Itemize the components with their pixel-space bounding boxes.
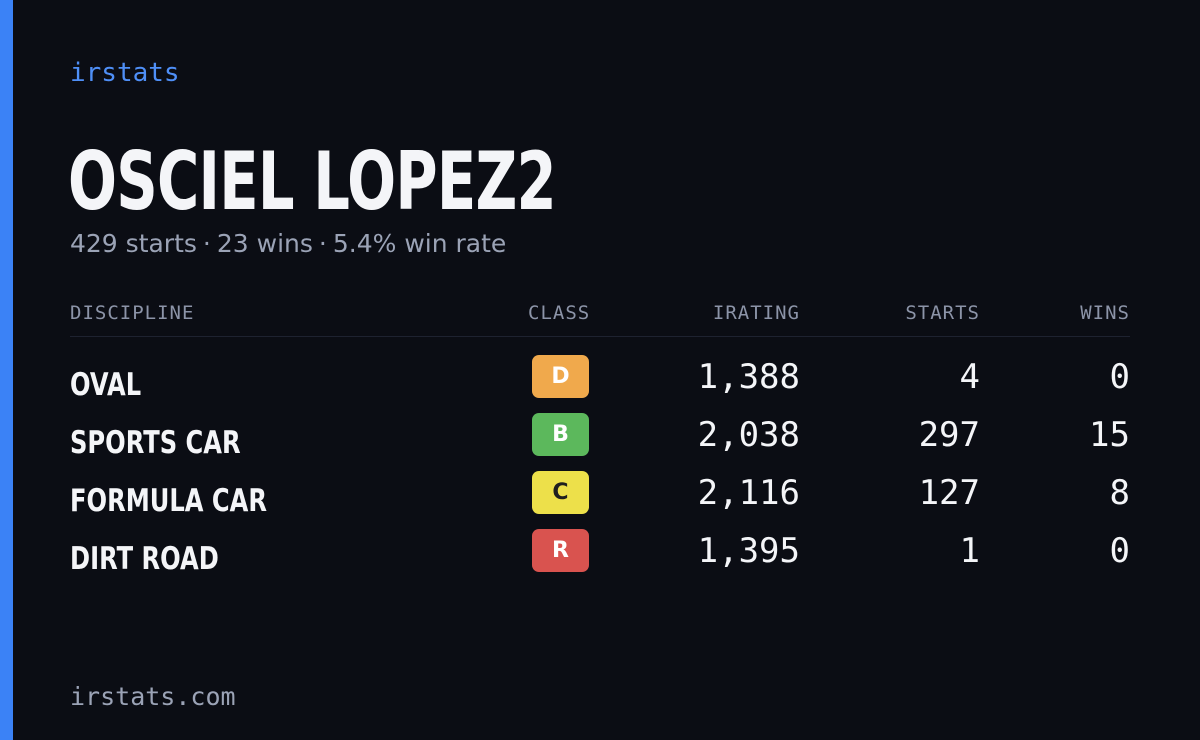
starts-value: 1 (959, 531, 980, 571)
irating-value: 2,116 (697, 473, 800, 513)
irating-value: 2,038 (697, 415, 800, 455)
class-badge: D (532, 355, 589, 398)
summary-wins: 23 wins (216, 229, 313, 258)
header-starts: STARTS (905, 302, 980, 324)
player-name: OSCIEL LOPEZ2 (68, 135, 557, 228)
header-irating: IRATING (712, 302, 800, 324)
table-row: DIRT ROAD R 1,395 1 0 (70, 527, 1130, 585)
discipline-name: FORMULA CAR (70, 483, 268, 519)
wins-value: 0 (1109, 357, 1130, 397)
table-row: SPORTS CAR B 2,038 297 15 (70, 411, 1130, 469)
accent-bar (0, 0, 13, 740)
irating-value: 1,388 (697, 357, 800, 397)
header-discipline: DISCIPLINE (70, 302, 195, 324)
class-badge: B (532, 413, 589, 456)
starts-value: 297 (918, 415, 980, 455)
table-body: OVAL D 1,388 4 0 SPORTS CAR B 2,038 297 … (70, 353, 1130, 585)
class-badge: R (532, 529, 589, 572)
table-row: OVAL D 1,388 4 0 (70, 353, 1130, 411)
brand-label: irstats (70, 58, 180, 88)
summary-separator: · (318, 229, 327, 258)
summary-line: 429 starts · 23 wins · 5.4% win rate (70, 226, 506, 262)
starts-value: 127 (918, 473, 980, 513)
header-class: CLASS (528, 302, 591, 324)
footer-url: irstats.com (70, 682, 236, 711)
discipline-name: OVAL (70, 367, 142, 403)
wins-value: 0 (1109, 531, 1130, 571)
discipline-table: DISCIPLINE CLASS IRATING STARTS WINS OVA… (70, 296, 1130, 585)
summary-separator: · (202, 229, 211, 258)
header-wins: WINS (1080, 302, 1130, 324)
discipline-name: SPORTS CAR (70, 425, 241, 461)
wins-value: 8 (1109, 473, 1130, 513)
table-header: DISCIPLINE CLASS IRATING STARTS WINS (70, 296, 1130, 337)
class-badge: C (532, 471, 589, 514)
summary-win-rate: 5.4% win rate (332, 229, 507, 258)
table-row: FORMULA CAR C 2,116 127 8 (70, 469, 1130, 527)
discipline-name: DIRT ROAD (70, 541, 219, 577)
summary-starts: 429 starts (70, 229, 197, 258)
wins-value: 15 (1089, 415, 1130, 455)
irating-value: 1,395 (697, 531, 800, 571)
starts-value: 4 (959, 357, 980, 397)
